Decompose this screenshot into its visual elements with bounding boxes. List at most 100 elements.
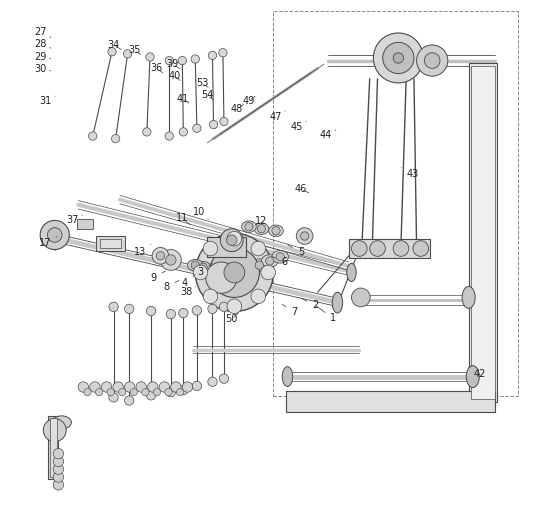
Circle shape (261, 265, 275, 280)
Circle shape (245, 222, 253, 231)
Circle shape (192, 306, 201, 315)
Circle shape (124, 50, 132, 58)
Circle shape (113, 382, 123, 392)
Circle shape (417, 45, 448, 76)
Circle shape (182, 382, 193, 392)
Circle shape (220, 117, 228, 126)
Ellipse shape (188, 259, 203, 271)
Text: 43: 43 (401, 167, 418, 179)
Circle shape (209, 247, 259, 298)
Circle shape (109, 393, 118, 402)
Circle shape (195, 233, 273, 312)
Circle shape (179, 128, 188, 136)
Text: 49: 49 (243, 96, 255, 105)
Text: 42: 42 (469, 367, 486, 379)
Circle shape (251, 241, 266, 256)
Circle shape (146, 53, 154, 61)
Ellipse shape (462, 287, 475, 309)
Circle shape (78, 382, 88, 392)
Circle shape (146, 390, 156, 400)
Circle shape (199, 263, 208, 271)
Text: 13: 13 (134, 244, 151, 257)
Text: 1: 1 (316, 306, 336, 323)
Circle shape (296, 228, 313, 244)
Circle shape (424, 53, 440, 68)
Text: 5: 5 (288, 245, 304, 257)
Circle shape (177, 388, 184, 396)
Circle shape (165, 56, 173, 65)
Circle shape (352, 288, 370, 307)
Ellipse shape (262, 255, 278, 267)
Circle shape (413, 241, 428, 256)
Circle shape (47, 228, 62, 242)
Bar (208, 237, 246, 257)
Circle shape (208, 377, 217, 386)
Circle shape (227, 299, 242, 314)
Circle shape (53, 480, 63, 490)
Circle shape (136, 382, 146, 392)
Ellipse shape (251, 259, 268, 271)
Text: 53: 53 (196, 78, 208, 88)
Text: 40: 40 (168, 70, 181, 81)
Circle shape (43, 419, 66, 442)
Ellipse shape (282, 366, 293, 386)
Circle shape (153, 388, 161, 396)
Circle shape (227, 231, 242, 246)
Circle shape (124, 382, 135, 392)
Circle shape (219, 49, 227, 57)
Ellipse shape (242, 221, 256, 232)
Circle shape (191, 261, 199, 269)
Bar (100, 239, 121, 248)
Text: 36: 36 (150, 63, 163, 74)
Circle shape (53, 456, 63, 467)
Circle shape (152, 247, 169, 264)
Ellipse shape (254, 223, 269, 234)
Bar (286, 391, 495, 412)
Circle shape (178, 56, 187, 65)
Bar (273, 11, 518, 396)
Bar (50, 418, 57, 477)
Ellipse shape (52, 416, 71, 429)
Circle shape (119, 388, 126, 396)
Circle shape (84, 388, 91, 396)
Circle shape (171, 382, 181, 392)
Text: 30: 30 (35, 64, 51, 75)
Text: 50: 50 (226, 313, 238, 324)
Ellipse shape (332, 292, 343, 313)
Circle shape (179, 309, 188, 318)
Ellipse shape (45, 227, 54, 245)
Text: 31: 31 (40, 96, 55, 105)
Circle shape (203, 289, 217, 304)
Circle shape (193, 265, 208, 280)
Circle shape (300, 232, 309, 240)
Circle shape (159, 382, 169, 392)
Circle shape (193, 124, 201, 133)
Circle shape (224, 262, 245, 283)
Circle shape (53, 448, 63, 459)
Text: 10: 10 (193, 207, 208, 219)
Ellipse shape (383, 45, 399, 70)
Circle shape (125, 304, 134, 314)
Text: 29: 29 (34, 52, 51, 62)
Circle shape (192, 381, 201, 390)
Text: 8: 8 (163, 280, 179, 292)
Circle shape (276, 253, 284, 261)
Circle shape (147, 382, 158, 392)
Text: 47: 47 (270, 111, 285, 122)
Ellipse shape (195, 262, 211, 273)
Text: 45: 45 (291, 122, 306, 132)
Circle shape (165, 388, 172, 396)
Circle shape (370, 241, 385, 256)
Bar (349, 239, 429, 258)
Text: 54: 54 (201, 90, 214, 100)
Circle shape (40, 220, 70, 250)
Circle shape (108, 48, 116, 56)
Circle shape (88, 132, 97, 140)
Text: 38: 38 (181, 287, 195, 297)
Circle shape (219, 302, 229, 312)
Bar (469, 63, 497, 401)
Text: 3: 3 (198, 263, 213, 278)
Bar (471, 66, 495, 399)
Circle shape (166, 255, 176, 265)
Circle shape (53, 464, 63, 474)
